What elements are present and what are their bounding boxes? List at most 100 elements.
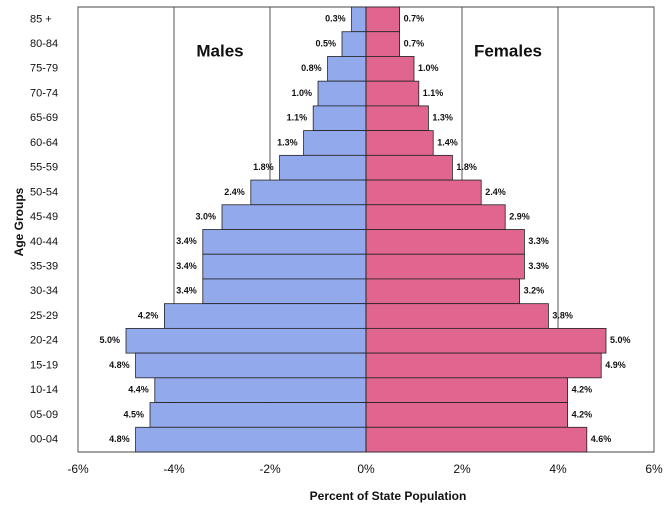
bar bbox=[202, 229, 367, 255]
data-label: 1.8% bbox=[456, 162, 477, 172]
bar bbox=[365, 179, 482, 206]
data-label: 1.0% bbox=[291, 88, 312, 98]
y-tick-label: 50-54 bbox=[30, 186, 58, 198]
y-tick-label: 10-14 bbox=[30, 384, 58, 396]
bar bbox=[163, 303, 367, 329]
x-axis-label: Percent of State Population bbox=[310, 489, 467, 503]
bar bbox=[365, 377, 569, 403]
x-tick-label: 2% bbox=[453, 462, 471, 476]
bar bbox=[351, 6, 367, 33]
data-label: 5.0% bbox=[99, 335, 120, 345]
bar bbox=[365, 352, 602, 379]
data-label: 4.6% bbox=[591, 434, 612, 444]
bar bbox=[327, 56, 367, 82]
bar bbox=[135, 352, 367, 379]
data-label: 4.2% bbox=[572, 409, 593, 419]
x-tick-label: 4% bbox=[549, 462, 567, 476]
x-tick-label: -6% bbox=[67, 462, 89, 476]
data-label: 3.0% bbox=[195, 212, 216, 222]
data-label: 1.8% bbox=[253, 162, 274, 172]
bar bbox=[202, 278, 367, 305]
bar bbox=[135, 426, 367, 453]
bar bbox=[365, 278, 521, 305]
y-axis-label: Age Groups bbox=[12, 187, 26, 256]
x-tick-label: 6% bbox=[645, 462, 663, 476]
y-tick-label: 40-44 bbox=[30, 236, 58, 248]
y-tick-label: 80-84 bbox=[30, 38, 58, 50]
bar bbox=[303, 130, 367, 156]
bar bbox=[312, 105, 367, 132]
y-tick-label: 60-64 bbox=[30, 137, 58, 149]
bar bbox=[365, 31, 400, 57]
data-label: 3.3% bbox=[528, 236, 549, 246]
data-label: 2.9% bbox=[509, 212, 530, 222]
y-tick-label: 45-49 bbox=[30, 211, 58, 223]
y-tick-label: 75-79 bbox=[30, 63, 58, 75]
series-label: Females bbox=[474, 41, 542, 60]
data-label: 4.8% bbox=[109, 434, 130, 444]
data-label: 3.2% bbox=[524, 286, 545, 296]
y-tick-label: 65-69 bbox=[30, 112, 58, 124]
data-label: 1.3% bbox=[277, 137, 298, 147]
y-tick-label: 35-39 bbox=[30, 260, 58, 272]
bar bbox=[221, 204, 367, 230]
bar bbox=[365, 253, 525, 280]
data-label: 1.0% bbox=[418, 63, 439, 73]
y-tick-label: 25-29 bbox=[30, 310, 58, 322]
data-label: 3.4% bbox=[176, 261, 197, 271]
data-label: 0.8% bbox=[301, 63, 322, 73]
data-label: 3.4% bbox=[176, 236, 197, 246]
data-label: 1.1% bbox=[287, 113, 308, 123]
data-label: 4.9% bbox=[605, 360, 626, 370]
data-label: 1.4% bbox=[437, 137, 458, 147]
bar bbox=[317, 80, 367, 107]
bar bbox=[279, 154, 367, 181]
y-tick-label: 70-74 bbox=[30, 87, 58, 99]
x-tick-label: -2% bbox=[259, 462, 281, 476]
bar bbox=[365, 6, 400, 33]
data-label: 3.4% bbox=[176, 286, 197, 296]
bar bbox=[365, 229, 525, 255]
bar bbox=[341, 31, 367, 57]
data-label: 2.4% bbox=[224, 187, 245, 197]
data-label: 5.0% bbox=[610, 335, 631, 345]
y-tick-label: 05-09 bbox=[30, 409, 58, 421]
bar bbox=[125, 327, 367, 354]
bar bbox=[365, 204, 506, 230]
data-label: 4.5% bbox=[123, 409, 144, 419]
data-label: 0.5% bbox=[315, 38, 336, 48]
bar bbox=[365, 303, 549, 329]
data-label: 0.3% bbox=[325, 14, 346, 24]
y-tick-label: 30-34 bbox=[30, 285, 58, 297]
data-label: 4.4% bbox=[128, 385, 149, 395]
y-tick-label: 20-24 bbox=[30, 335, 58, 347]
bar bbox=[365, 402, 569, 428]
data-label: 0.7% bbox=[404, 14, 425, 24]
bar bbox=[365, 56, 415, 82]
series-label: Males bbox=[196, 41, 243, 60]
data-label: 1.3% bbox=[432, 113, 453, 123]
data-label: 4.8% bbox=[109, 360, 130, 370]
y-tick-label: 55-59 bbox=[30, 162, 58, 174]
bar bbox=[365, 154, 453, 181]
data-label: 2.4% bbox=[485, 187, 506, 197]
data-label: 0.7% bbox=[404, 38, 425, 48]
y-tick-label: 15-19 bbox=[30, 359, 58, 371]
y-tick-label: 85 + bbox=[30, 13, 52, 25]
data-label: 3.8% bbox=[552, 310, 573, 320]
bar bbox=[365, 426, 588, 453]
bar bbox=[149, 402, 367, 428]
bar bbox=[365, 105, 429, 132]
data-label: 3.3% bbox=[528, 261, 549, 271]
bar bbox=[365, 327, 607, 354]
data-label: 1.1% bbox=[423, 88, 444, 98]
bar bbox=[202, 253, 367, 280]
bar bbox=[365, 130, 434, 156]
bar bbox=[250, 179, 367, 206]
bar bbox=[154, 377, 367, 403]
x-tick-label: -4% bbox=[163, 462, 185, 476]
data-label: 4.2% bbox=[572, 385, 593, 395]
y-tick-label: 00-04 bbox=[30, 434, 58, 446]
x-tick-label: 0% bbox=[357, 462, 375, 476]
